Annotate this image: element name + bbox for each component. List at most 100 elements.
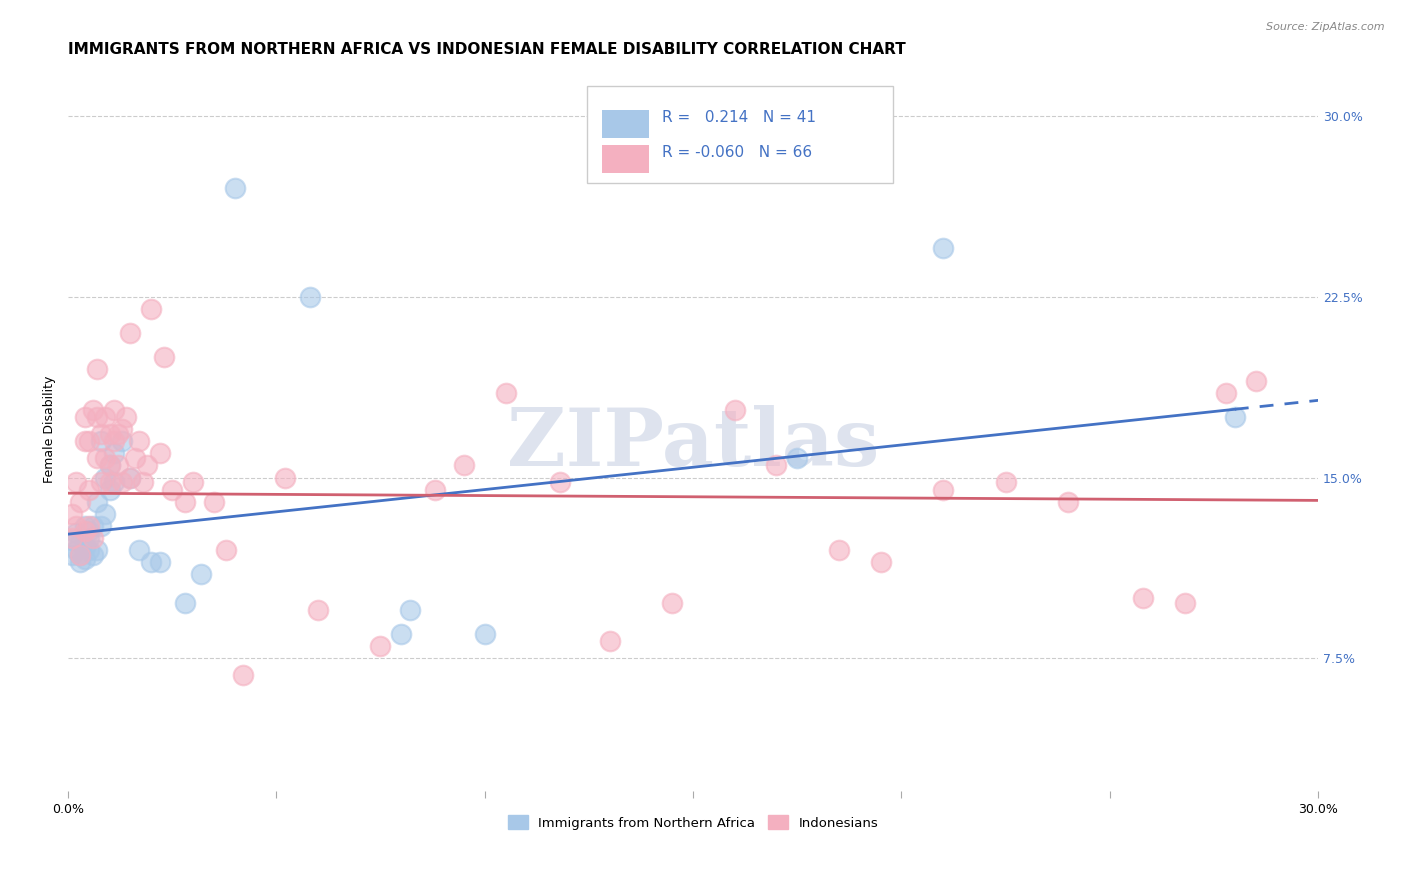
Point bbox=[141, 301, 163, 316]
Point bbox=[90, 434, 112, 449]
Point bbox=[453, 458, 475, 473]
Point bbox=[128, 434, 150, 449]
Point bbox=[94, 410, 117, 425]
Point bbox=[65, 542, 87, 557]
Point bbox=[181, 475, 204, 490]
Point bbox=[152, 350, 174, 364]
Point bbox=[77, 524, 100, 538]
FancyBboxPatch shape bbox=[602, 145, 650, 172]
Point bbox=[60, 507, 83, 521]
Point bbox=[690, 157, 713, 171]
Point bbox=[370, 640, 392, 654]
Point bbox=[65, 518, 87, 533]
Point bbox=[1244, 374, 1267, 388]
Y-axis label: Female Disability: Female Disability bbox=[44, 376, 56, 483]
Point bbox=[60, 548, 83, 562]
Point bbox=[232, 668, 254, 682]
Point bbox=[69, 548, 91, 562]
Point bbox=[115, 410, 138, 425]
Point bbox=[548, 475, 571, 490]
Point bbox=[932, 483, 955, 497]
Point bbox=[828, 542, 851, 557]
Point bbox=[298, 290, 321, 304]
Point bbox=[73, 552, 96, 566]
Point bbox=[160, 483, 183, 497]
Point bbox=[90, 427, 112, 442]
Text: ZIPatlas: ZIPatlas bbox=[508, 405, 879, 483]
Point bbox=[69, 494, 91, 508]
Point bbox=[94, 470, 117, 484]
Point bbox=[423, 483, 446, 497]
Point bbox=[111, 434, 134, 449]
Point bbox=[215, 542, 238, 557]
Point bbox=[389, 627, 412, 641]
Point bbox=[141, 555, 163, 569]
Point bbox=[73, 541, 96, 555]
Point bbox=[869, 555, 891, 569]
Point bbox=[149, 446, 172, 460]
Point bbox=[136, 458, 159, 473]
Point bbox=[398, 603, 420, 617]
FancyBboxPatch shape bbox=[602, 111, 650, 137]
Point bbox=[94, 451, 117, 466]
Point bbox=[86, 542, 108, 557]
Point bbox=[120, 326, 142, 340]
Point bbox=[103, 446, 125, 460]
Point bbox=[474, 627, 496, 641]
Point bbox=[86, 362, 108, 376]
Point bbox=[98, 483, 121, 497]
FancyBboxPatch shape bbox=[586, 86, 893, 184]
Point bbox=[661, 596, 683, 610]
Point bbox=[77, 531, 100, 545]
Point bbox=[82, 518, 104, 533]
Point bbox=[107, 427, 129, 442]
Point bbox=[932, 242, 955, 256]
Point bbox=[90, 518, 112, 533]
Point bbox=[94, 507, 117, 521]
Point bbox=[1174, 596, 1197, 610]
Point bbox=[224, 181, 246, 195]
Text: R = -0.060   N = 66: R = -0.060 N = 66 bbox=[662, 145, 811, 160]
Legend: Immigrants from Northern Africa, Indonesians: Immigrants from Northern Africa, Indones… bbox=[502, 810, 883, 835]
Point bbox=[120, 470, 142, 484]
Point bbox=[73, 524, 96, 538]
Point bbox=[1215, 386, 1237, 401]
Point bbox=[98, 458, 121, 473]
Point bbox=[173, 596, 195, 610]
Point bbox=[77, 483, 100, 497]
Point bbox=[73, 518, 96, 533]
Point bbox=[786, 451, 808, 466]
Point bbox=[98, 475, 121, 490]
Point bbox=[120, 470, 142, 484]
Point bbox=[77, 434, 100, 449]
Point bbox=[103, 475, 125, 490]
Point bbox=[86, 494, 108, 508]
Point bbox=[724, 403, 747, 417]
Point bbox=[73, 434, 96, 449]
Text: IMMIGRANTS FROM NORTHERN AFRICA VS INDONESIAN FEMALE DISABILITY CORRELATION CHAR: IMMIGRANTS FROM NORTHERN AFRICA VS INDON… bbox=[67, 42, 905, 57]
Point bbox=[73, 410, 96, 425]
Point bbox=[599, 634, 621, 648]
Point bbox=[82, 548, 104, 562]
Point bbox=[86, 451, 108, 466]
Point bbox=[190, 566, 212, 581]
Point bbox=[1057, 494, 1080, 508]
Point bbox=[107, 458, 129, 473]
Point bbox=[307, 603, 329, 617]
Point bbox=[994, 475, 1017, 490]
Point bbox=[1132, 591, 1154, 605]
Point bbox=[77, 542, 100, 557]
Point bbox=[86, 410, 108, 425]
Text: R =   0.214   N = 41: R = 0.214 N = 41 bbox=[662, 110, 815, 125]
Point bbox=[69, 548, 91, 562]
Point bbox=[103, 403, 125, 417]
Point bbox=[65, 525, 87, 540]
Point bbox=[77, 518, 100, 533]
Point bbox=[495, 386, 517, 401]
Point bbox=[124, 451, 146, 466]
Point bbox=[82, 403, 104, 417]
Point bbox=[82, 531, 104, 545]
Point bbox=[765, 458, 787, 473]
Point bbox=[173, 494, 195, 508]
Point bbox=[90, 475, 112, 490]
